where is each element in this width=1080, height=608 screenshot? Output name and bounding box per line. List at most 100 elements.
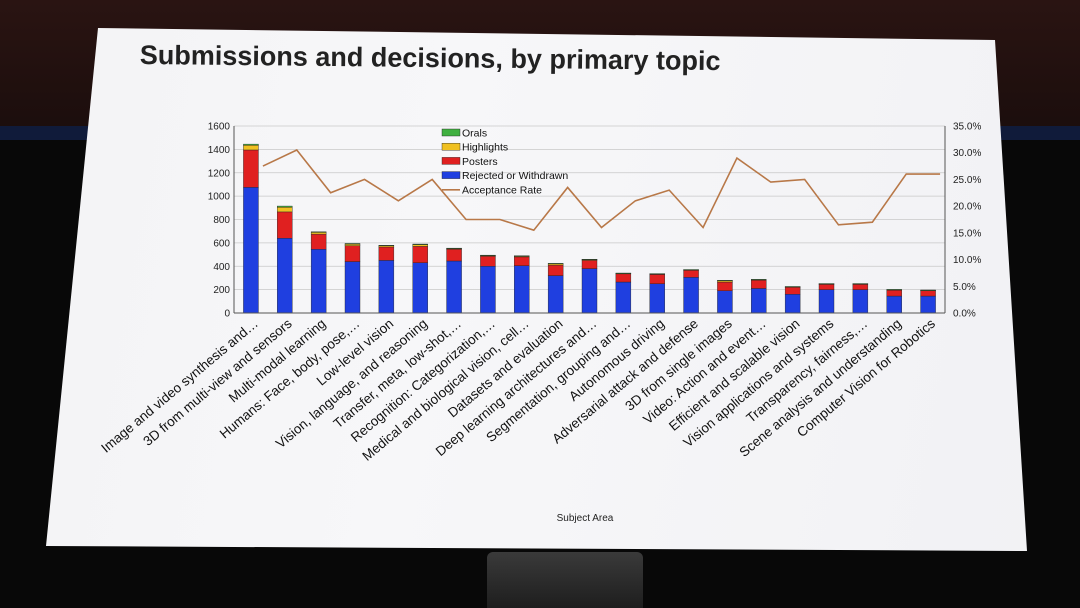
bar-rejected: [446, 260, 462, 314]
y-tick-label: 1200: [208, 168, 231, 179]
bar-rejected: [514, 265, 530, 314]
chart-category-labels: Image and video synthesis and…3D from mu…: [98, 316, 938, 464]
bar-rejected: [480, 266, 496, 314]
podium: [487, 552, 643, 608]
acceptance-rate-series: [262, 149, 941, 232]
bar-rejected: [784, 294, 801, 314]
bar-rejected: [683, 277, 699, 314]
bar-posters: [344, 245, 361, 262]
bar-rejected: [649, 283, 665, 314]
bar-rejected: [581, 268, 598, 314]
y2-tick-label: 10.0%: [953, 255, 981, 266]
bar-rejected: [615, 281, 632, 314]
acceptance-rate-line: [262, 149, 941, 232]
bar-orals: [615, 272, 632, 274]
y2-tick-label: 35.0%: [953, 122, 981, 133]
y-tick-label: 800: [213, 215, 230, 226]
bar-rejected: [412, 262, 428, 314]
legend-label: Highlights: [462, 142, 508, 154]
bar-posters: [277, 211, 293, 239]
x-axis-title: Subject Area: [557, 513, 614, 524]
legend-label: Posters: [462, 156, 498, 168]
legend-swatch: [441, 128, 461, 137]
y2-tick-label: 30.0%: [953, 148, 981, 159]
bar-rejected: [886, 295, 902, 314]
chart-bars: [243, 143, 936, 314]
bar-posters: [615, 273, 632, 283]
bar-posters: [751, 280, 767, 289]
bar-posters: [852, 284, 869, 290]
y-tick-label: 600: [213, 238, 230, 249]
y2-tick-label: 0.0%: [953, 309, 976, 320]
legend-label: Orals: [462, 128, 487, 140]
legend-swatch: [441, 157, 461, 165]
bar-rejected: [751, 288, 767, 314]
y-tick-label: 400: [213, 262, 230, 273]
y-tick-label: 200: [213, 285, 230, 296]
bar-posters: [886, 290, 902, 297]
y2-tick-label: 20.0%: [953, 202, 981, 213]
bar-posters: [784, 287, 801, 295]
chart-tick-labels: 0 200 400 600 800 1000 1200 1400 1600 0.0% 5.0% 10.…: [208, 122, 982, 320]
y-tick-label: 1400: [208, 145, 231, 156]
bar-posters: [446, 249, 462, 262]
bar-orals: [920, 289, 936, 291]
bar-orals: [514, 255, 530, 257]
bar-rejected: [277, 237, 293, 314]
bar-highlights: [243, 145, 259, 151]
bar-posters: [547, 264, 564, 276]
bar-posters: [514, 256, 530, 266]
bar-orals: [446, 247, 462, 249]
bar-posters: [243, 149, 259, 188]
bar-posters: [683, 270, 699, 278]
chart-legend: Orals Highlights Posters Rejected or Withdr…: [441, 128, 568, 196]
bar-rejected: [717, 290, 733, 314]
legend-label: Rejected or Withdrawn: [462, 170, 568, 182]
bar-rejected: [243, 187, 259, 314]
legend-label: Acceptance Rate: [462, 184, 542, 196]
y-tick-label: 1600: [208, 122, 231, 133]
bar-orals: [784, 286, 801, 288]
bar-orals: [243, 143, 259, 146]
bar-posters: [412, 246, 428, 263]
bar-orals: [683, 269, 699, 271]
bar-orals: [378, 245, 395, 247]
bar-orals: [886, 289, 902, 291]
bar-posters: [818, 284, 835, 290]
bar-rejected: [852, 289, 869, 314]
bar-orals: [310, 231, 327, 233]
bar-highlights: [344, 243, 361, 246]
bar-orals: [818, 283, 835, 285]
bar-posters: [310, 233, 327, 250]
bar-highlights: [277, 207, 293, 213]
bar-rejected: [378, 260, 395, 314]
bar-rejected: [344, 261, 361, 314]
bar-posters: [581, 260, 598, 269]
bar-orals: [277, 205, 293, 208]
y-tick-label: 0: [224, 309, 230, 320]
legend-swatch: [441, 142, 461, 151]
bar-orals: [581, 259, 598, 261]
bar-posters: [717, 281, 733, 291]
bar-posters: [378, 246, 395, 261]
bar-rejected: [818, 289, 835, 314]
bar-posters: [920, 290, 936, 297]
bar-orals: [412, 243, 428, 245]
bar-orals: [547, 263, 564, 265]
y2-tick-label: 5.0%: [953, 282, 976, 293]
bar-orals: [344, 243, 361, 245]
bar-rejected: [920, 295, 936, 314]
legend-swatch: [441, 171, 461, 179]
bar-rejected: [310, 249, 327, 314]
chart-axes: [233, 126, 946, 314]
bar-orals: [751, 279, 767, 281]
bar-highlights: [310, 232, 327, 235]
y2-tick-label: 25.0%: [953, 175, 981, 186]
bar-posters: [649, 274, 665, 284]
bar-posters: [480, 256, 496, 267]
bar-orals: [480, 254, 496, 256]
bar-orals: [649, 273, 665, 275]
bar-highlights: [412, 244, 428, 247]
bar-orals: [852, 283, 869, 285]
